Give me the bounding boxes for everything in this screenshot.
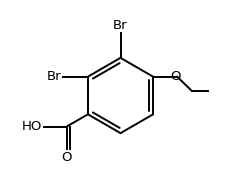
Text: HO: HO — [22, 120, 42, 133]
Text: Br: Br — [113, 19, 128, 32]
Text: O: O — [61, 151, 72, 164]
Text: Br: Br — [47, 70, 61, 83]
Text: O: O — [170, 70, 181, 83]
